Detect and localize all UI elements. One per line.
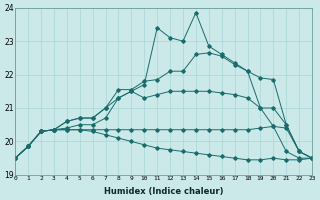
X-axis label: Humidex (Indice chaleur): Humidex (Indice chaleur) [104, 187, 223, 196]
